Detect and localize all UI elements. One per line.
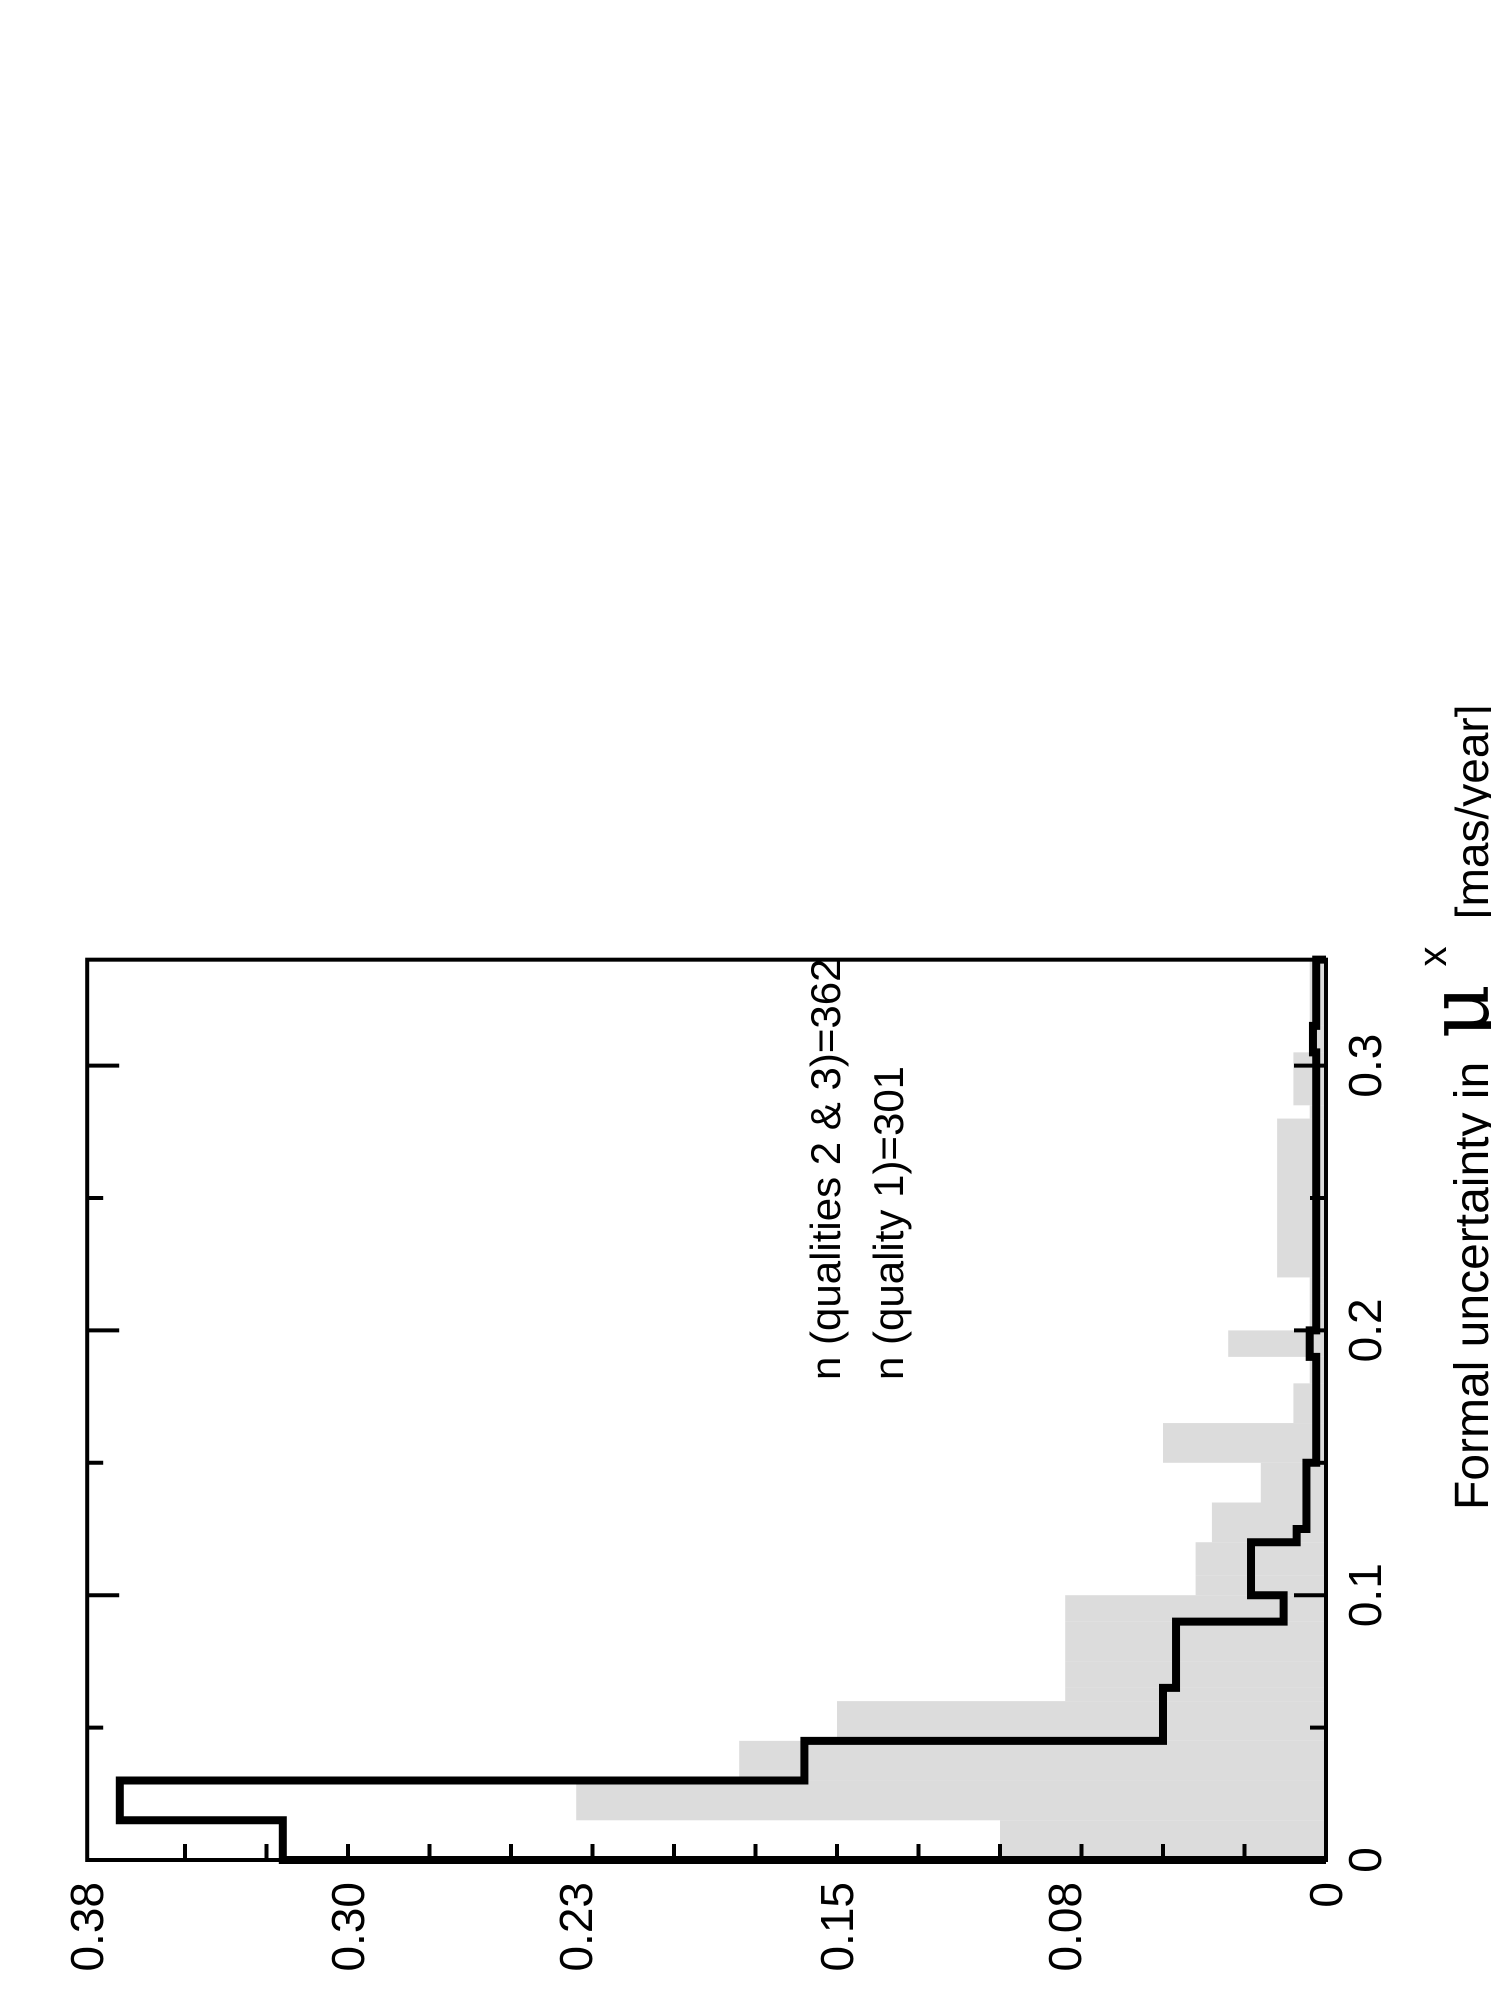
y-tick-label: 0.08 — [1039, 1882, 1091, 1972]
x-tick-label: 0.3 — [1339, 1034, 1391, 1098]
y-tick-label: 0.15 — [811, 1882, 863, 1972]
plot-frame — [85, 957, 1329, 1862]
bar-qualities-2-3 — [1065, 1687, 1326, 1702]
labels: n (qualities 2 & 3)=362 n (quality 1)=30… — [802, 704, 1491, 1510]
bar-qualities-2-3 — [1260, 1462, 1326, 1503]
x-tick-label: 0.2 — [1339, 1298, 1391, 1362]
bar-qualities-2-3 — [837, 1701, 1326, 1741]
y-tick-label: 0 — [1300, 1882, 1352, 1908]
axes: 00.10.20.300.080.150.230.300.38 — [61, 957, 1391, 1972]
bar-qualities-2-3 — [1195, 1542, 1326, 1576]
x-axis-label: Formal uncertainty in μ x [mas/year] — [1404, 704, 1491, 1510]
x-axis-label-text: Formal uncertainty in — [1446, 1062, 1491, 1510]
plot-area — [115, 955, 1326, 1864]
bar-qualities-2-3 — [1163, 1423, 1326, 1463]
x-tick-label: 0.1 — [1339, 1563, 1391, 1627]
x-superscript: x — [1411, 947, 1455, 967]
y-tick-label: 0.30 — [322, 1882, 374, 1972]
bar-qualities-2-3 — [1065, 1621, 1326, 1662]
bar-qualities-2-3 — [1293, 1383, 1326, 1424]
bar-qualities-2-3 — [1065, 1661, 1326, 1688]
mu-symbol: μ — [1410, 984, 1491, 1039]
svg-text:Formal uncertainty in: Formal uncertainty in μ x [mas/year] — [1404, 704, 1491, 1510]
y-tick-label: 0.23 — [550, 1882, 602, 1972]
x-tick-label: 0 — [1339, 1847, 1391, 1873]
bar-qualities-2-3 — [1293, 1052, 1326, 1106]
bar-qualities-2-3 — [1195, 1575, 1326, 1596]
legend-entry-quality-1: n (quality 1)=301 — [865, 1066, 912, 1380]
legend-entry-qualities-2-3: n (qualities 2 & 3)=362 — [802, 959, 849, 1380]
bar-qualities-2-3 — [576, 1780, 1326, 1821]
bar-qualities-2-3 — [739, 1740, 1326, 1781]
y-tick-label: 0.38 — [61, 1882, 113, 1972]
x-axis-unit: [mas/year] — [1446, 704, 1491, 919]
step-line-quality-1 — [115, 955, 1326, 1864]
